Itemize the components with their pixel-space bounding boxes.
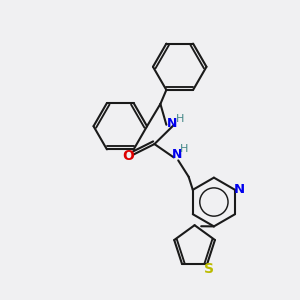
Text: N: N — [167, 117, 177, 130]
Text: H: H — [176, 114, 184, 124]
Text: N: N — [172, 148, 182, 161]
Text: H: H — [180, 143, 188, 154]
Text: O: O — [122, 149, 134, 163]
Text: N: N — [234, 183, 245, 196]
Text: S: S — [204, 262, 214, 276]
